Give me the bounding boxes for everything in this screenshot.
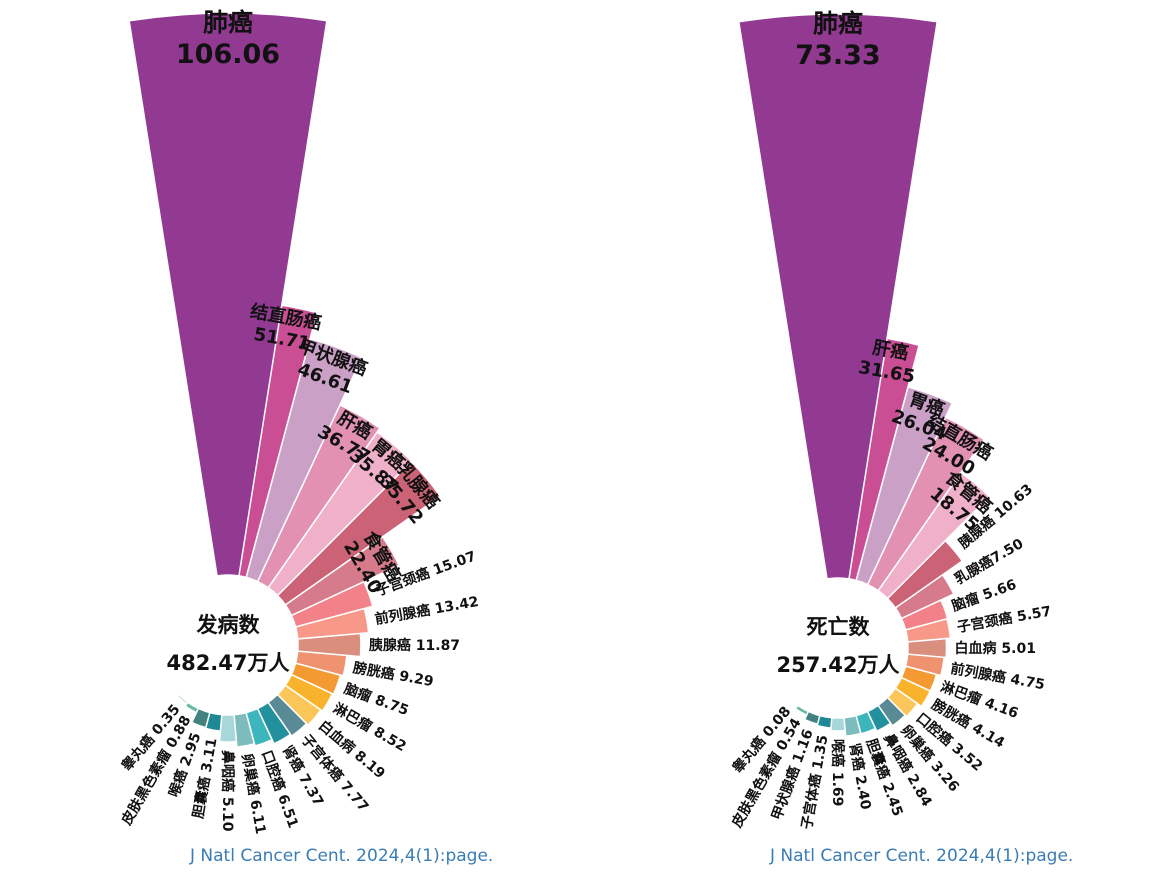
rose-wedge — [233, 711, 256, 748]
rose-wedge — [794, 704, 810, 717]
rose-wedge — [290, 662, 342, 696]
rose-wedge — [176, 693, 189, 705]
slice-label: 膀胱癌 9.29 — [351, 659, 435, 690]
center-total: 257.42万人 — [776, 653, 899, 677]
rose-wedge — [855, 386, 954, 586]
center-label: 死亡数 — [807, 615, 871, 639]
rose-wedge — [128, 12, 328, 577]
rose-wedge — [787, 696, 799, 707]
rose-wedge — [296, 632, 362, 658]
rose-wedge — [829, 716, 847, 732]
rose-wedge — [894, 573, 955, 620]
rose-wedge — [803, 710, 821, 726]
source-citation: J Natl Cancer Cent. 2024,4(1):page. — [770, 846, 1074, 866]
rose-wedge — [866, 704, 892, 733]
source-citation: J Natl Cancer Cent. 2024,4(1):page. — [190, 846, 494, 866]
rose-wedge — [904, 653, 945, 677]
rose-wedge — [843, 714, 862, 737]
rose-wedge — [267, 430, 413, 597]
rose-wedge — [245, 707, 274, 747]
rose-wedge — [866, 416, 986, 592]
rose-wedge — [855, 710, 877, 735]
slice-label: 肺癌 — [813, 9, 863, 38]
rose-wedge — [886, 539, 964, 609]
rose-wedge — [218, 713, 238, 743]
slice-value: 73.33 — [795, 40, 880, 71]
slice-label: 胰腺癌 11.87 — [369, 637, 460, 654]
slice-label: 鼻咽癌 5.10 — [219, 750, 236, 832]
rose-wedge — [276, 684, 322, 727]
rose-wedge — [294, 607, 370, 640]
rose-wedge — [894, 676, 932, 708]
rose-wedge — [204, 711, 223, 732]
slice-value: 106.06 — [176, 39, 280, 70]
slice-label: 喉癌 1.69 — [829, 739, 846, 806]
rose-wedge — [190, 707, 211, 729]
rose-wedge — [284, 673, 334, 713]
rose-wedge — [276, 460, 442, 606]
rose-wedge — [816, 714, 833, 729]
center-label: 发病数 — [196, 613, 261, 637]
rose-wedge — [906, 637, 948, 659]
rose-wedge — [284, 535, 401, 617]
rose-wedge — [904, 617, 952, 643]
slice-label: 前列腺癌 13.42 — [373, 593, 480, 628]
rose-wedge — [737, 13, 939, 580]
incidence-rose-chart: 发病数 482.47万人 肺癌106.06结直肠癌51.71甲状腺癌46.61肝… — [118, 8, 480, 835]
rose-wedge — [886, 687, 919, 718]
rose-wedge — [256, 701, 292, 745]
mortality-rose-chart: 死亡数 257.42万人 肺癌73.33肝癌31.65胃癌26.04结直肠癌24… — [728, 9, 1053, 831]
rose-wedge — [245, 337, 363, 583]
rose-wedge — [294, 650, 348, 677]
rose-wedge — [290, 580, 374, 628]
rose-wedge — [877, 696, 907, 727]
rose-wedge — [184, 701, 200, 714]
slice-label: 白血病 5.01 — [955, 640, 1036, 657]
center-total: 482.47万人 — [166, 651, 289, 675]
rose-wedge — [267, 693, 308, 738]
rose-wedge — [877, 471, 991, 600]
rose-wedge — [900, 599, 949, 631]
rose-wedge — [256, 403, 381, 589]
slice-label: 肺癌 — [203, 8, 253, 37]
